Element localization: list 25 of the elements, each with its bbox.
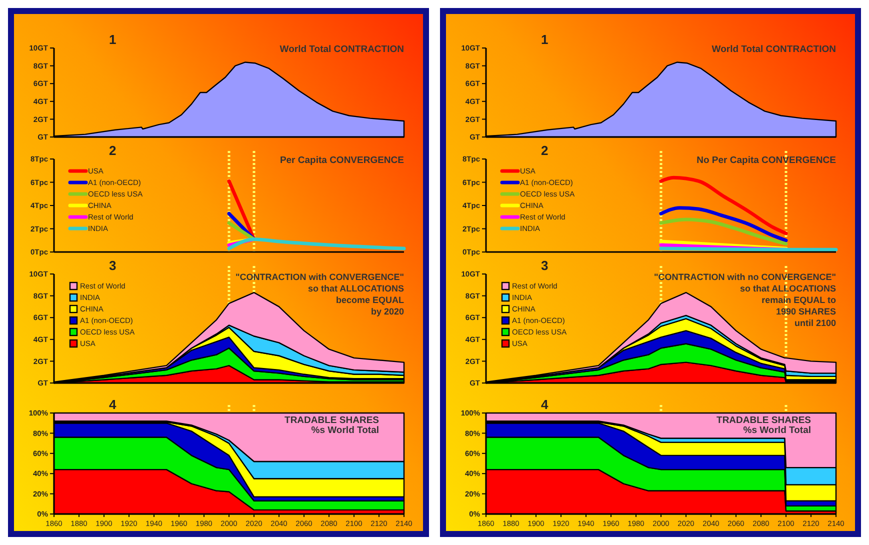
chart-title: 3 xyxy=(109,258,116,273)
annotation: 1990 SHARES xyxy=(776,306,836,316)
annotation: TRADABLE SHARES xyxy=(284,415,379,426)
chart-subtitle: No Per Capita CONVERGENCE xyxy=(696,155,836,166)
annotation: "CONTRACTION with no CONVERGENCE" xyxy=(654,272,836,282)
chart-subtitle: Per Capita CONVERGENCE xyxy=(280,155,404,166)
annotation: so that ALLOCATIONS xyxy=(308,284,404,294)
annotation: become EQUAL xyxy=(336,295,404,305)
chart-title: 3 xyxy=(541,258,548,273)
annotation: remain EQUAL to xyxy=(762,295,836,305)
chart-title: 1 xyxy=(109,32,116,47)
chart-title: 1 xyxy=(541,32,548,47)
chart-title: 2 xyxy=(109,143,116,158)
annotation: %s World Total xyxy=(311,425,379,436)
annotation: so that ALLOCATIONS xyxy=(740,284,836,294)
annotation: "CONTRACTION with CONVERGENCE" xyxy=(235,272,404,282)
annotation: %s World Total xyxy=(743,425,811,436)
chart-title: 2 xyxy=(541,143,548,158)
annotation: by 2020 xyxy=(370,306,404,316)
annotation: until 2100 xyxy=(794,318,836,328)
chart-subtitle: World Total CONTRACTION xyxy=(280,44,404,55)
annotation: TRADABLE SHARES xyxy=(716,415,811,426)
chart-title: 4 xyxy=(109,397,117,412)
chart-subtitle: World Total CONTRACTION xyxy=(712,44,836,55)
chart-title: 4 xyxy=(541,397,549,412)
